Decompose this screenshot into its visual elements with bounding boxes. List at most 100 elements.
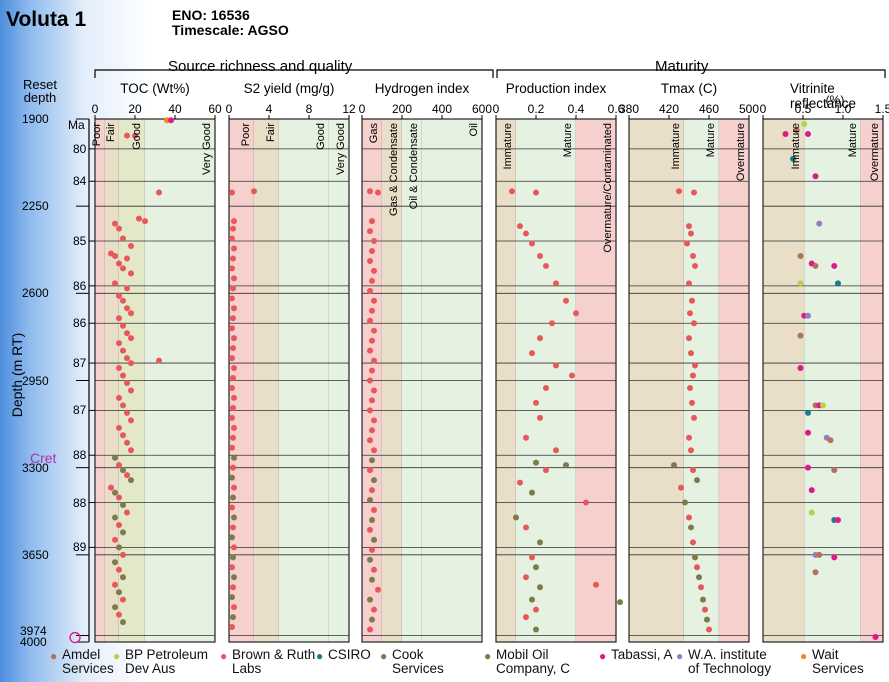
data-point [124, 472, 130, 479]
data-point [231, 514, 237, 521]
data-point [690, 539, 696, 546]
data-point [124, 285, 130, 292]
data-point [231, 245, 237, 252]
data-point [251, 188, 257, 195]
data-point [617, 599, 623, 606]
zone-label: Very Good [201, 123, 213, 175]
zone-label: Mature [705, 123, 717, 158]
data-point [229, 564, 235, 571]
data-point [128, 270, 134, 277]
data-point [553, 447, 559, 454]
data-point [369, 247, 375, 254]
data-point [696, 574, 702, 581]
data-point [553, 362, 559, 369]
legend-label-line2: of Technology [688, 661, 772, 676]
data-point [686, 434, 692, 441]
data-point [116, 462, 122, 469]
eno-header: ENO: 16536 Timescale: AGSO [172, 8, 289, 38]
well-name: Voluta 1 [6, 8, 87, 31]
data-point [108, 484, 114, 491]
x-tick-label: 460 [698, 102, 720, 116]
x-tick-label: 1.5 [874, 102, 889, 116]
depth-tick-label: 2950 [22, 373, 49, 388]
data-point [573, 310, 579, 317]
zone-label: Gas & Condensate [388, 123, 400, 216]
x-tick-label: 500 [738, 102, 760, 116]
data-point [816, 220, 823, 227]
zone-label: Good [315, 123, 327, 150]
x-tick-label: 0 [225, 102, 233, 116]
data-point [128, 335, 134, 342]
data-point [231, 574, 237, 581]
x-tick-label: 0.2 [527, 102, 545, 116]
data-point [230, 345, 236, 352]
data-point [543, 384, 549, 391]
data-point [120, 502, 126, 509]
ma-tick-label: 88 [73, 495, 87, 510]
data-point [367, 317, 373, 324]
data-point [523, 524, 529, 531]
legend-swatch: ● [484, 649, 492, 663]
legend-label-line2: Company, C [496, 661, 571, 676]
data-point [120, 432, 126, 439]
data-point [537, 252, 543, 259]
zone-label: Fair [105, 123, 117, 142]
data-point [230, 614, 236, 621]
data-point [231, 544, 237, 551]
data-point [231, 365, 237, 372]
legend-label: Amdel [62, 647, 101, 662]
td-marker [69, 631, 81, 644]
depth-tick-label: 3650 [22, 547, 49, 562]
panel-title: Hydrogen index [374, 81, 470, 96]
x-tick-label: 60 [208, 102, 222, 116]
ma-tick-label: 87 [73, 356, 87, 371]
data-point [116, 292, 122, 299]
data-point [112, 252, 118, 259]
data-point [120, 596, 126, 603]
data-point [812, 262, 819, 269]
data-point [116, 544, 122, 551]
legend-label: Cook [392, 647, 424, 662]
data-point [230, 584, 236, 591]
data-point [136, 215, 142, 222]
data-point [120, 402, 126, 409]
data-point [367, 287, 373, 294]
maturity-group-title: Maturity [655, 58, 709, 75]
data-point [231, 275, 237, 282]
data-point [120, 297, 126, 304]
data-point [690, 372, 696, 379]
data-point [509, 188, 515, 195]
data-point [124, 330, 130, 337]
data-point [797, 280, 804, 287]
zone-label: Good [131, 123, 143, 150]
data-point [128, 447, 134, 454]
x-tick-label: 0 [91, 102, 99, 116]
data-point [533, 606, 539, 613]
data-point [831, 467, 838, 474]
data-point [231, 335, 237, 342]
data-point [229, 444, 235, 451]
data-point [686, 223, 692, 230]
data-point [116, 365, 122, 372]
data-point [805, 464, 811, 471]
data-point [805, 312, 811, 319]
data-point [128, 477, 134, 484]
data-point [369, 457, 375, 464]
data-point [367, 257, 373, 264]
panel-title: TOC (Wt%) [120, 81, 190, 96]
data-point [523, 614, 529, 621]
x-tick-label: 200 [391, 102, 413, 116]
x-tick-label: 0 [492, 102, 500, 116]
data-point [533, 189, 539, 196]
x-tick-label: 8 [305, 102, 313, 116]
data-point [229, 189, 235, 196]
data-point [120, 551, 126, 558]
data-point [687, 384, 693, 391]
data-point [229, 474, 235, 481]
legend-label: Brown & Ruth [232, 647, 316, 662]
data-point [230, 434, 236, 441]
data-point [112, 280, 118, 287]
data-point [116, 424, 122, 431]
zone-label: Poor [91, 123, 103, 147]
data-point [132, 132, 138, 139]
